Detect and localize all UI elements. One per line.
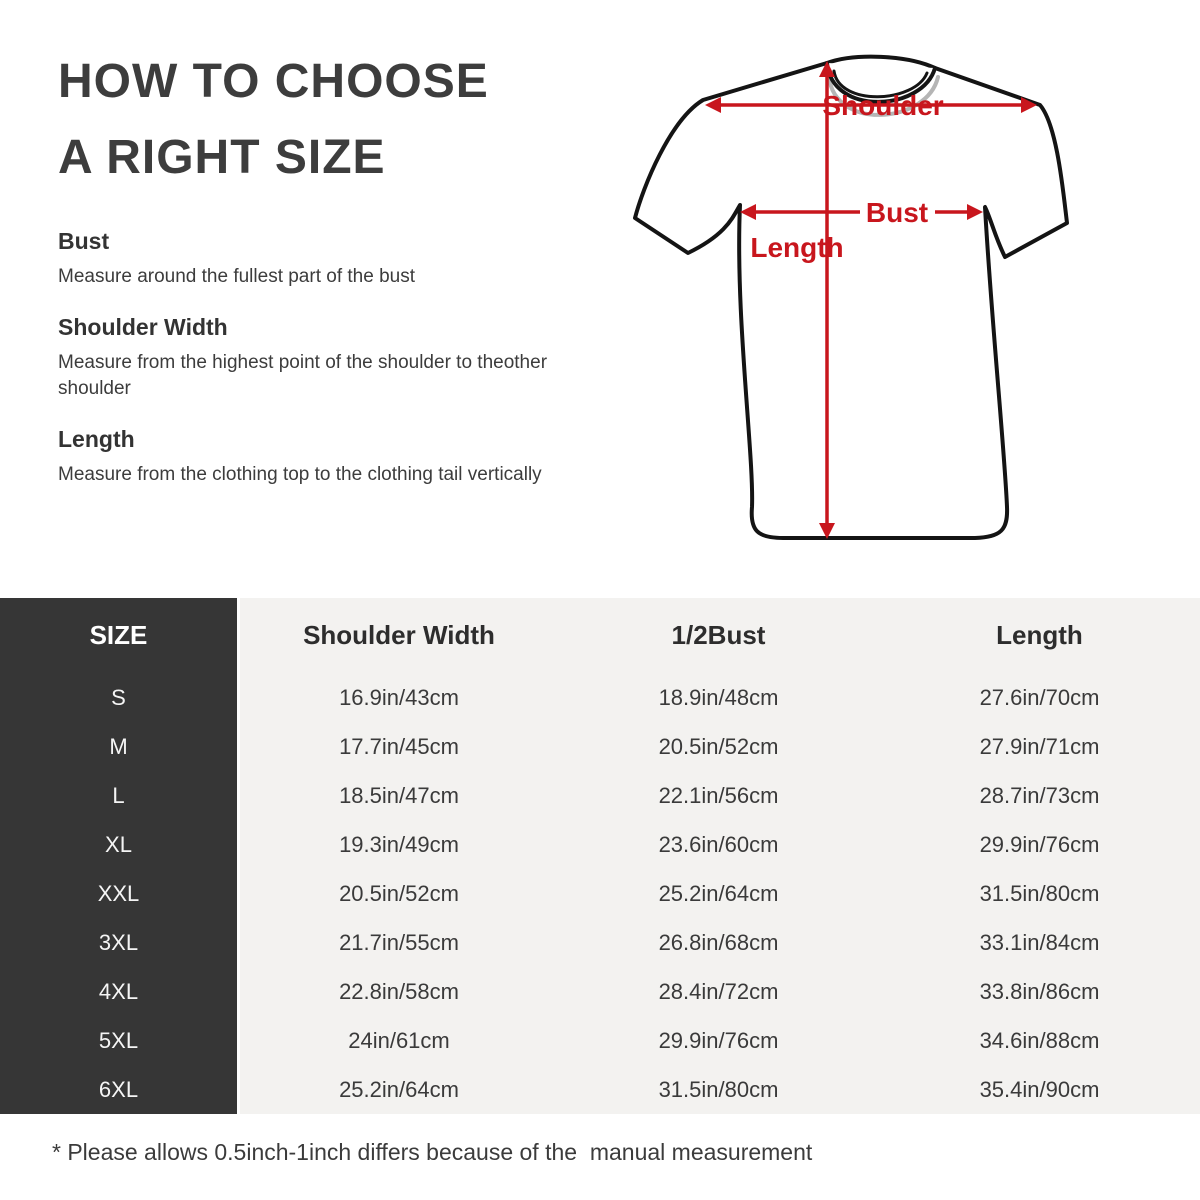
table-cell: 20.5in/52cm <box>237 869 558 918</box>
instruction-heading-shoulder: Shoulder Width <box>58 314 228 340</box>
page-title-line1: HOW TO CHOOSE <box>58 55 489 108</box>
table-cell: 33.1in/84cm <box>879 918 1200 967</box>
page-title: HOW TO CHOOSE A RIGHT SIZE <box>58 44 489 196</box>
tshirt-diagram-svg: Shoulder Bust Length <box>633 54 1069 540</box>
size-label: 3XL <box>0 918 237 967</box>
instruction-text-shoulder: Measure from the highest point of the sh… <box>58 352 548 399</box>
table-cell: 19.3in/49cm <box>237 820 558 869</box>
table-cell: 28.7in/73cm <box>879 771 1200 820</box>
instruction-heading-bust: Bust <box>58 228 110 254</box>
table-cell: 23.6in/60cm <box>558 820 879 869</box>
bust-arrowhead-right <box>967 204 983 220</box>
table-cell: 17.7in/45cm <box>237 722 558 771</box>
table-cell: 35.4in/90cm <box>879 1065 1200 1114</box>
size-table: SIZE Shoulder Width 1/2Bust Length S 16.… <box>0 598 1200 1114</box>
size-label: XL <box>0 820 237 869</box>
table-cell: 21.7in/55cm <box>237 918 558 967</box>
bust-label: Bust <box>866 197 928 228</box>
table-cell: 29.9in/76cm <box>558 1016 879 1065</box>
size-label: XXL <box>0 869 237 918</box>
table-header-shoulder: Shoulder Width <box>237 598 558 673</box>
shoulder-arrowhead-left <box>705 97 721 113</box>
length-arrowhead-top <box>819 61 835 77</box>
collar-shadow <box>827 75 940 117</box>
table-cell: 22.1in/56cm <box>558 771 879 820</box>
table-cell: 25.2in/64cm <box>237 1065 558 1114</box>
size-label: 4XL <box>0 967 237 1016</box>
table-cell: 28.4in/72cm <box>558 967 879 1016</box>
table-cell: 18.9in/48cm <box>558 673 879 722</box>
table-cell: 22.8in/58cm <box>237 967 558 1016</box>
size-label: L <box>0 771 237 820</box>
shoulder-label: Shoulder <box>822 90 943 121</box>
instruction-heading-length: Length <box>58 426 135 452</box>
table-cell: 25.2in/64cm <box>558 869 879 918</box>
page-title-line2: A RIGHT SIZE <box>58 131 386 184</box>
size-label: M <box>0 722 237 771</box>
table-header-length: Length <box>879 598 1200 673</box>
table-cell: 34.6in/88cm <box>879 1016 1200 1065</box>
bust-arrowhead-left <box>740 204 756 220</box>
collar-inner-line <box>832 69 929 99</box>
table-cell: 31.5in/80cm <box>558 1065 879 1114</box>
measurement-instructions: Bust Measure around the fullest part of … <box>58 228 558 512</box>
size-label: 6XL <box>0 1065 237 1114</box>
table-header-size: SIZE <box>0 598 237 673</box>
table-cell: 20.5in/52cm <box>558 722 879 771</box>
measurement-disclaimer: * Please allows 0.5inch-1inch differs be… <box>52 1139 813 1165</box>
tshirt-outline <box>633 54 1069 540</box>
size-label: 5XL <box>0 1016 237 1065</box>
instruction-text-bust: Measure around the fullest part of the b… <box>58 266 415 287</box>
instruction-text-length: Measure from the clothing top to the clo… <box>58 464 542 485</box>
length-arrowhead-bottom <box>819 523 835 539</box>
table-cell: 29.9in/76cm <box>879 820 1200 869</box>
table-cell: 27.9in/71cm <box>879 722 1200 771</box>
table-cell: 18.5in/47cm <box>237 771 558 820</box>
table-cell: 26.8in/68cm <box>558 918 879 967</box>
length-label: Length <box>750 232 843 263</box>
table-cell: 27.6in/70cm <box>879 673 1200 722</box>
tshirt-measurement-diagram: Shoulder Bust Length <box>615 25 1095 555</box>
table-cell: 24in/61cm <box>237 1016 558 1065</box>
table-header-bust: 1/2Bust <box>558 598 879 673</box>
table-cell: 16.9in/43cm <box>237 673 558 722</box>
size-label: S <box>0 673 237 722</box>
shoulder-arrowhead-right <box>1021 97 1037 113</box>
table-cell: 31.5in/80cm <box>879 869 1200 918</box>
table-cell: 33.8in/86cm <box>879 967 1200 1016</box>
